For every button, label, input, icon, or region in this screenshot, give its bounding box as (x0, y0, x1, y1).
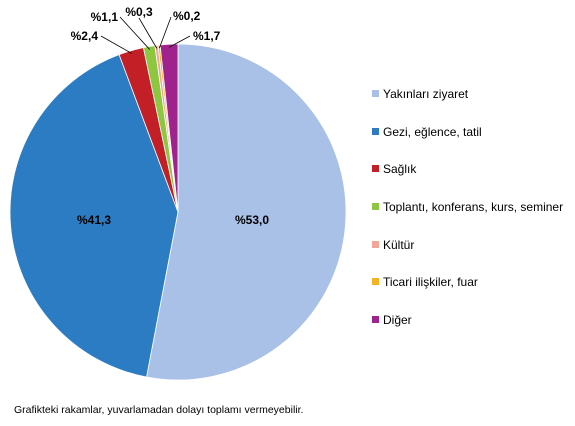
slice-label: %2,4 (71, 29, 99, 43)
legend-label: Sağlık (383, 162, 417, 177)
legend-swatch (372, 240, 379, 248)
legend-swatch (372, 90, 379, 97)
legend-item: Kültür (372, 237, 572, 275)
footnote: Grafikteki rakamlar, yuvarlamadan dolayı… (14, 404, 304, 416)
legend-label: Diğer (383, 313, 412, 328)
leader-line (119, 16, 150, 50)
legend-label: Gezi, eğlence, tatil (383, 124, 482, 139)
pie-slice (159, 43, 179, 213)
leader-line (169, 35, 191, 48)
leader-line (159, 16, 172, 49)
legend-swatch (372, 316, 379, 324)
legend-item: Diğer (372, 312, 572, 350)
legend-label: Kültür (383, 237, 415, 252)
leader-line (138, 17, 158, 49)
slice-label: %0,2 (173, 9, 201, 23)
slice-label: %0,3 (125, 5, 153, 19)
legend-item: Yakınları ziyaret (372, 86, 572, 124)
pie-slice (9, 54, 179, 378)
legend-label: Toplantı, konferans, kurs, seminer (383, 200, 564, 215)
slice-label: %1,1 (91, 10, 119, 24)
legend-swatch (372, 203, 379, 211)
legend-label: Yakınları ziyaret (383, 87, 469, 101)
slice-label: %41,3 (77, 213, 111, 227)
slice-label: %53,0 (235, 213, 269, 227)
pie-slice (146, 43, 347, 381)
legend-item: Sağlık (372, 161, 572, 199)
legend-label: Ticari ilişkiler, fuar (383, 275, 478, 290)
legend-item: Toplantı, konferans, kurs, seminer (372, 199, 572, 237)
legend-item: Gezi, eğlence, tatil (372, 124, 572, 162)
legend-swatch (372, 127, 379, 135)
legend: Yakınları ziyaret Gezi, eğlence, tatil S… (372, 86, 572, 350)
legend-item: Ticari ilişkiler, fuar (372, 274, 572, 312)
leader-line (100, 35, 133, 54)
slice-label: %1,7 (193, 29, 221, 43)
legend-swatch (372, 278, 379, 286)
legend-swatch (372, 165, 379, 173)
